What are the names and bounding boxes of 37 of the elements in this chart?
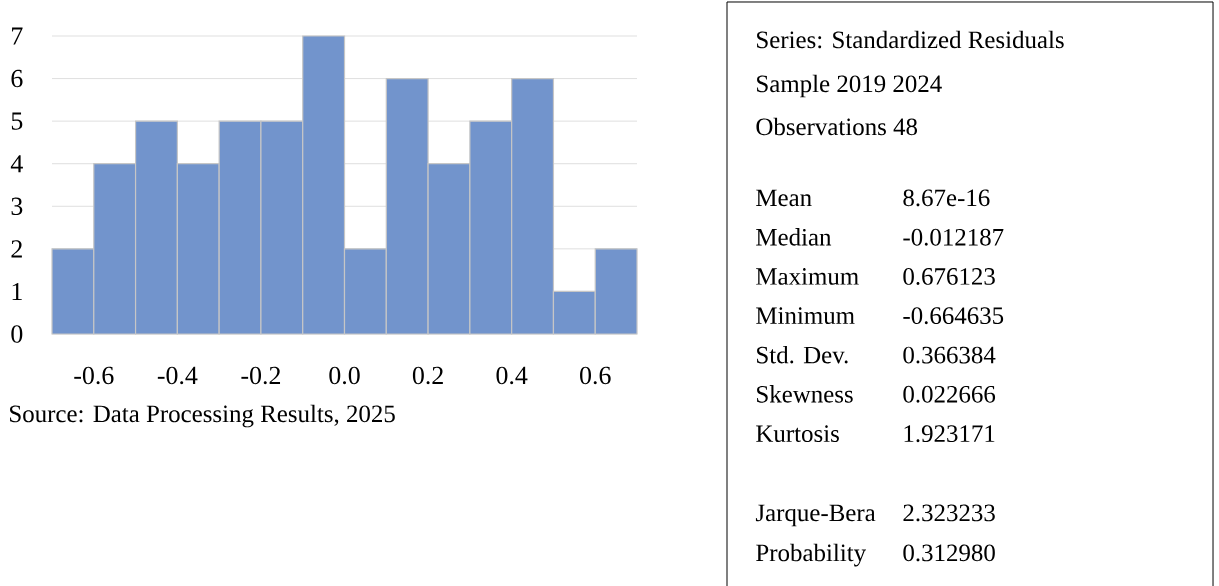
- y-tick-label: 4: [10, 155, 23, 173]
- text: 0.312980: [903, 544, 995, 562]
- y-tick-label: 7: [12, 27, 23, 45]
- y-tick-label: 1: [12, 282, 22, 300]
- y-tick-label: 0: [11, 325, 23, 343]
- y-tick-label: 2: [11, 240, 22, 258]
- text: Skewness: [757, 385, 853, 403]
- text: Median: [756, 228, 832, 246]
- x-tick-label: 0.0: [329, 366, 360, 385]
- text: Std. Dev.: [757, 345, 848, 364]
- x-tick-label: 0.2: [412, 366, 443, 385]
- text: Sample 2019 2024: [757, 74, 942, 98]
- text: 8.67e-16: [903, 189, 990, 207]
- text: 0.366384: [903, 346, 996, 364]
- text: -0.012187: [903, 228, 1004, 246]
- x-tick-label: -0.4: [157, 366, 198, 385]
- text: Kurtosis: [756, 425, 839, 443]
- source-note: Source: Data Processing Results, 2025: [10, 404, 395, 428]
- text: Probability: [756, 543, 867, 567]
- y-tick-label: 3: [11, 197, 23, 215]
- x-tick-label: 0.4: [496, 366, 528, 385]
- text: Mean: [756, 189, 812, 207]
- text: Jarque-Bera: [755, 504, 876, 527]
- x-tick-label: -0.6: [74, 366, 114, 385]
- text: 2.323233: [903, 504, 995, 522]
- text: 0.022666: [903, 385, 996, 403]
- text: 1.923171: [904, 425, 995, 443]
- text: 0.676123: [903, 268, 995, 285]
- text: Observations 48: [756, 117, 918, 136]
- y-tick-label: 6: [11, 69, 23, 88]
- text: -0.664635: [903, 307, 1004, 325]
- text: Maximum: [756, 268, 859, 285]
- x-tick-label: -0.2: [241, 366, 281, 385]
- text: Minimum: [756, 307, 855, 325]
- x-tick-label: 0.6: [580, 366, 611, 385]
- text: Series: Standardized Residuals: [757, 30, 1064, 49]
- y-tick-label: 5: [11, 112, 23, 130]
